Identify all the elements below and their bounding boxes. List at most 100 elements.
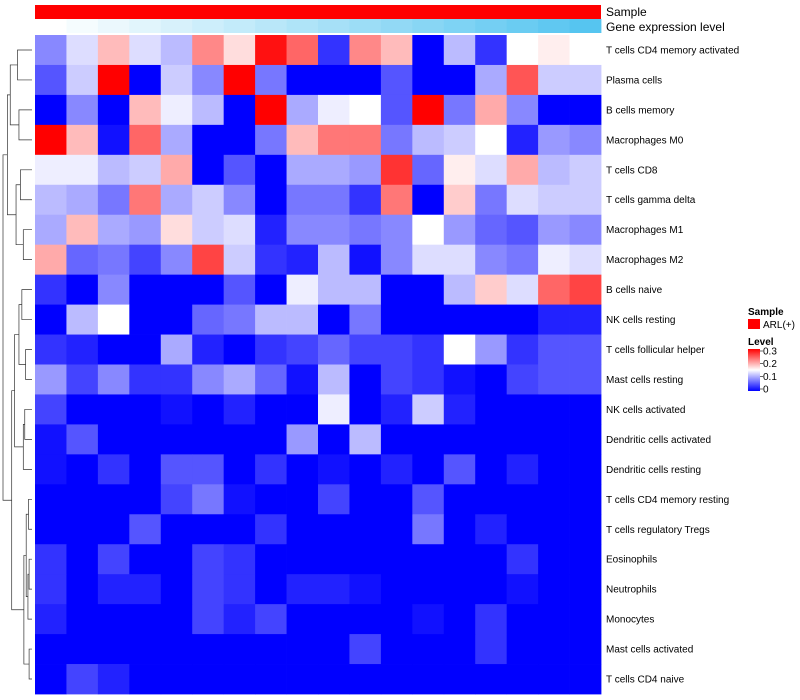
- dendrogram-branch: [2, 154, 12, 501]
- heatmap-cell: [223, 334, 256, 365]
- heatmap-cell: [286, 514, 319, 545]
- heatmap-cell: [160, 544, 193, 575]
- heatmap-cell: [66, 94, 99, 126]
- heatmap-cell: [380, 244, 413, 276]
- heatmap-cell: [318, 424, 350, 455]
- row-label: T cells regulatory Tregs: [606, 525, 710, 536]
- heatmap-cell: [569, 124, 602, 156]
- heatmap-cell: [318, 454, 350, 485]
- heatmap-cell: [538, 394, 570, 425]
- expression-track-cell: [318, 19, 350, 33]
- heatmap-cell: [66, 274, 99, 305]
- heatmap-cell: [160, 634, 193, 665]
- legend-level-tick-label: 0.3: [763, 347, 777, 358]
- heatmap-cell: [160, 334, 193, 365]
- heatmap-cell: [97, 214, 130, 246]
- heatmap-cell: [506, 574, 539, 605]
- heatmap-cell: [255, 274, 287, 305]
- heatmap-cell: [223, 364, 256, 395]
- heatmap-cell: [349, 394, 382, 425]
- heatmap-cell: [97, 154, 130, 186]
- heatmap-cell: [412, 454, 445, 485]
- expression-track-cell: [35, 19, 67, 33]
- heatmap-cell: [223, 244, 256, 276]
- heatmap-cell: [538, 514, 570, 545]
- heatmap-cell: [129, 304, 162, 335]
- heatmap-cell: [380, 274, 413, 305]
- heatmap-cell: [97, 334, 130, 365]
- heatmap-cell: [129, 35, 162, 66]
- dendrogram-branch: [18, 109, 32, 141]
- heatmap-cell: [97, 634, 130, 665]
- heatmap-cell: [349, 544, 382, 575]
- heatmap-cell: [223, 484, 256, 515]
- heatmap-cell: [475, 544, 508, 575]
- heatmap-cell: [380, 484, 413, 515]
- heatmap-cell: [35, 514, 67, 545]
- heatmap-cell: [412, 364, 445, 395]
- heatmap-cell: [318, 394, 350, 425]
- heatmap-cell: [66, 364, 99, 395]
- heatmap-cell: [66, 544, 99, 575]
- heatmap-cell: [35, 334, 67, 365]
- heatmap-cell: [223, 394, 256, 425]
- heatmap-cell: [506, 64, 539, 96]
- heatmap-cell: [506, 394, 539, 425]
- dendrogram-branch: [18, 304, 26, 365]
- row-label: Macrophages M2: [606, 255, 684, 266]
- heatmap-cell: [349, 35, 382, 66]
- row-labels: T cells CD4 memory activated Plasma cells…: [606, 46, 739, 686]
- heatmap-cell: [286, 394, 319, 425]
- legend-level-title: Level: [748, 337, 774, 348]
- row-label: B cells memory: [606, 105, 674, 116]
- heatmap-cell: [129, 544, 162, 575]
- heatmap-cell: [380, 604, 413, 635]
- heatmap-cell: [160, 394, 193, 425]
- heatmap-cell: [129, 64, 162, 96]
- heatmap-cell: [349, 244, 382, 276]
- heatmap-cell: [286, 664, 319, 695]
- heatmap-cell: [443, 574, 476, 605]
- row-label: T cells CD4 memory activated: [606, 46, 739, 57]
- heatmap-cell: [318, 244, 350, 276]
- heatmap-cell: [223, 184, 256, 216]
- heatmap-cell: [475, 35, 508, 66]
- heatmap-cell: [97, 664, 130, 695]
- heatmap-cell: [318, 334, 350, 365]
- heatmap-cell: [380, 514, 413, 545]
- heatmap-cell: [35, 454, 67, 485]
- heatmap-cell: [223, 64, 256, 96]
- heatmap-cell: [318, 124, 350, 156]
- heatmap-cell: [35, 604, 67, 635]
- heatmap-cell: [160, 364, 193, 395]
- heatmap-cell: [506, 364, 539, 395]
- heatmap-cell: [160, 454, 193, 485]
- heatmap-cell: [538, 124, 570, 156]
- heatmap-cell: [192, 574, 225, 605]
- heatmap-cell: [66, 454, 99, 485]
- heatmap-cell: [223, 274, 256, 305]
- heatmap-cell: [538, 424, 570, 455]
- row-label: Mast cells resting: [606, 375, 683, 386]
- heatmap-cell: [475, 64, 508, 96]
- heatmap-cell: [380, 64, 413, 96]
- heatmap-cell: [318, 304, 350, 335]
- legend-level-tick-label: 0.1: [763, 372, 777, 383]
- heatmap-cell: [97, 64, 130, 96]
- heatmap-cell: [475, 184, 508, 216]
- heatmap-cell: [160, 35, 193, 66]
- expression-track-cell: [255, 19, 287, 33]
- heatmap-cell: [192, 334, 225, 365]
- heatmap-cell: [506, 124, 539, 156]
- row-label: Macrophages M0: [606, 135, 684, 146]
- heatmap-cell: [569, 274, 602, 305]
- heatmap-cell: [223, 94, 256, 126]
- heatmap-cell: [286, 634, 319, 665]
- heatmap-cell: [66, 664, 99, 695]
- heatmap-cell: [286, 484, 319, 515]
- heatmap-cell: [538, 94, 570, 126]
- heatmap-cell: [35, 35, 67, 66]
- heatmap-cell: [66, 394, 99, 425]
- heatmap-cell: [349, 304, 382, 335]
